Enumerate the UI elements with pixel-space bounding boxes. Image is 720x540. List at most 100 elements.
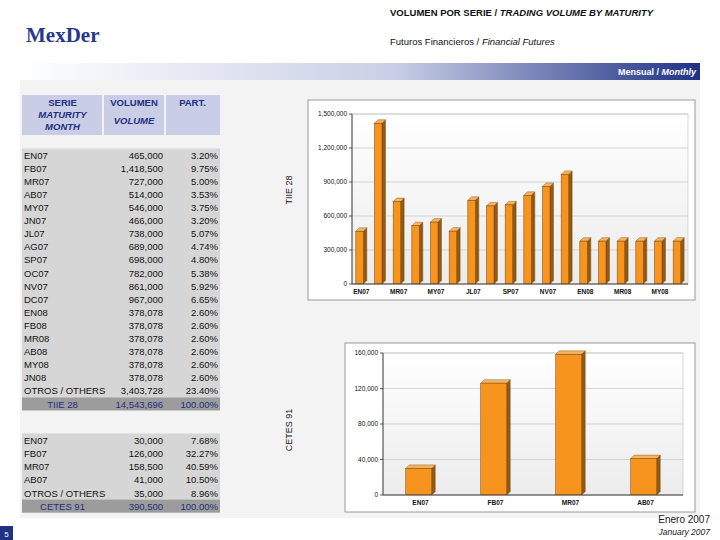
total-part: 100.00% [180, 501, 218, 512]
bar-top [561, 171, 572, 175]
cell-serie: EN08 [24, 307, 48, 318]
table: EN07465,0003.20%FB071,418,5009.75%MR0772… [22, 149, 220, 411]
cell-volume: 967,000 [129, 294, 163, 305]
bar-side [507, 380, 511, 495]
grid-line [383, 495, 683, 496]
header-volumen: VOLUMEN [110, 97, 158, 108]
header-month: MONTH [45, 121, 81, 132]
subtitle-es: Futuros Financieros / [390, 36, 482, 47]
cell-serie: MR07 [24, 461, 49, 472]
cell-part: 3.75% [191, 202, 218, 213]
cell-serie: FB07 [24, 448, 47, 459]
cell-serie: OTROS / OTHERS [24, 488, 105, 499]
bar [524, 195, 532, 284]
bar-top [505, 201, 516, 205]
bar-side [382, 120, 386, 284]
cell-serie: JL07 [24, 228, 45, 239]
bar [406, 468, 432, 495]
bar-top [524, 192, 535, 196]
total-label: TIIE 28 [47, 399, 78, 410]
table: EN0730,0007.68%FB07126,00032.27%MR07158,… [22, 434, 220, 513]
cell-part: 10.50% [186, 474, 219, 485]
cell-part: 2.60% [191, 359, 218, 370]
plot-wall [352, 114, 688, 284]
cell-volume: 378,078 [129, 359, 163, 370]
page: MexDerVOLUMEN POR SERIE / TRADING VOLUME… [0, 0, 720, 540]
cell-volume: 158,500 [129, 461, 163, 472]
total-row [22, 500, 220, 513]
bar-top [468, 197, 479, 201]
page-tab [0, 526, 13, 540]
cell-volume: 689,000 [129, 241, 163, 252]
bars [356, 120, 684, 284]
table-header: SERIEMATURITYMONTHVOLUMENVOLUMEPART. [22, 95, 220, 135]
x-tick-label: EN07 [353, 288, 370, 295]
bar-side [419, 222, 423, 284]
table-body [22, 149, 220, 398]
chart-frame [345, 343, 695, 512]
cell-part: 9.75% [191, 163, 218, 174]
bar-side [625, 238, 629, 284]
bar-top [543, 183, 554, 187]
cell-part: 8.96% [191, 488, 218, 499]
y-axis [352, 114, 353, 284]
bar [543, 186, 551, 284]
cell-part: 7.68% [191, 435, 218, 446]
cell-volume: 466,000 [129, 215, 163, 226]
y-tick-label: 300,000 [324, 246, 348, 253]
bar-top [556, 351, 586, 355]
y-tick-label: 160,000 [355, 349, 379, 356]
cell-part: 5.38% [191, 268, 218, 279]
plot-wall [383, 353, 683, 495]
bar [487, 206, 495, 284]
bar-top [673, 238, 684, 242]
total-volume: 14,543,696 [115, 399, 163, 410]
bar [673, 241, 681, 284]
x-tick-label: MY08 [652, 288, 669, 295]
x-axis [352, 284, 688, 285]
bar-top [375, 120, 386, 124]
y-axis-label: TIIE 28 [284, 175, 294, 204]
cell-serie: MY07 [24, 202, 49, 213]
bar [561, 174, 569, 284]
title-en: TRADING VOLUME BY MATURITY [500, 7, 655, 18]
cell-part: 5.07% [191, 228, 218, 239]
cell-volume: 378,078 [129, 320, 163, 331]
y-tick-label: 40,000 [358, 456, 378, 463]
table-body [22, 434, 220, 500]
cell-part: 5.00% [191, 176, 218, 187]
cell-divider [164, 95, 166, 135]
chart: 040,00080,000120,000160,000EN07FB07MR07A… [284, 343, 695, 512]
cell-volume: 1,418,500 [121, 163, 163, 174]
grid-line [352, 148, 688, 149]
cell-part: 2.60% [191, 346, 218, 357]
title-es: VOLUMEN POR SERIE / [390, 7, 500, 18]
bar [468, 200, 476, 284]
bar-side [513, 201, 517, 284]
y-axis [383, 353, 384, 495]
header-subtitle: Futuros Financieros / Financial Futures [390, 36, 555, 47]
bar-top [412, 222, 423, 226]
cell-serie: OTROS / OTHERS [24, 385, 105, 396]
cell-part: 4.74% [191, 241, 218, 252]
cell-volume: 378,078 [129, 372, 163, 383]
y-tick-label: 0 [374, 491, 378, 498]
cell-part: 2.60% [191, 333, 218, 344]
cell-volume: 378,078 [129, 307, 163, 318]
bar-top [406, 465, 436, 469]
header-part: PART. [179, 97, 206, 108]
cell-volume: 35,000 [134, 488, 163, 499]
x-tick-label: EN08 [577, 288, 594, 295]
x-tick-label: JL07 [466, 288, 481, 295]
bar-side [657, 455, 661, 495]
cell-serie: MY08 [24, 359, 49, 370]
cell-volume: 727,000 [129, 176, 163, 187]
x-tick-label: MR07 [562, 499, 580, 506]
period-es: Mensual / [618, 67, 662, 77]
bar [617, 241, 625, 284]
cell-volume: 861,000 [129, 281, 163, 292]
header-maturity: MATURITY [38, 109, 88, 120]
header-title: VOLUMEN POR SERIE / TRADING VOLUME BY MA… [390, 7, 655, 18]
period-en: Monthly [662, 67, 697, 77]
header-cell [22, 95, 220, 135]
